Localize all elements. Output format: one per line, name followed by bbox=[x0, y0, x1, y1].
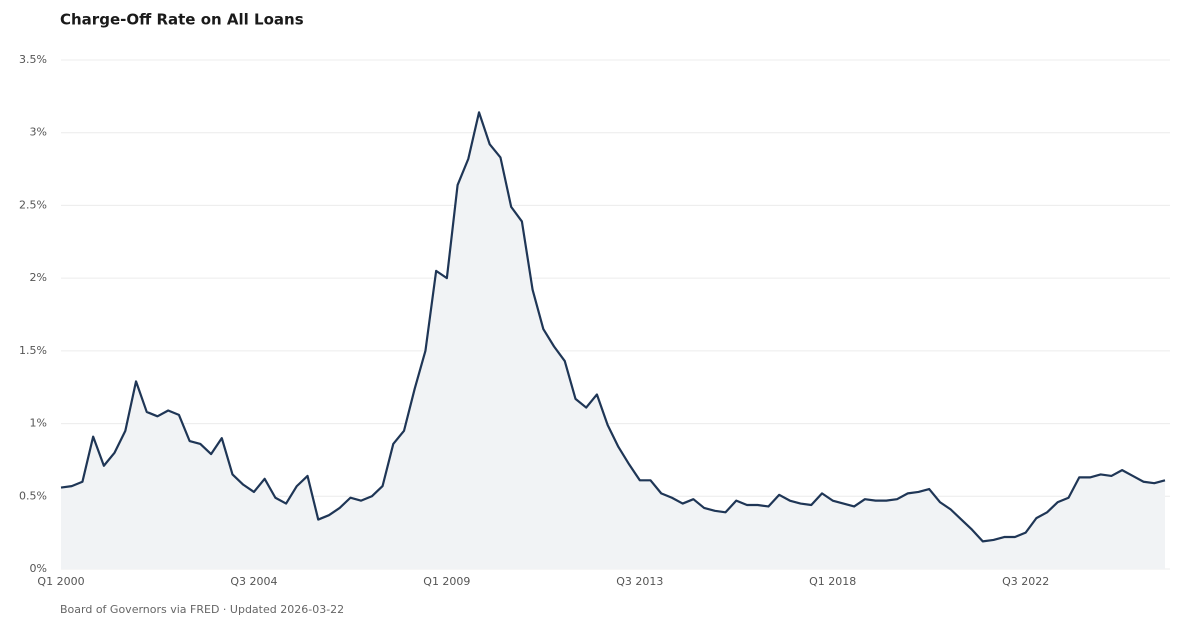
y-tick-label: 0% bbox=[30, 562, 47, 575]
y-tick-label: 1.5% bbox=[19, 344, 47, 357]
y-tick-label: 1% bbox=[30, 417, 47, 430]
y-tick-label: 2.5% bbox=[19, 198, 47, 211]
x-tick-label: Q3 2022 bbox=[1002, 575, 1049, 588]
x-tick-label: Q1 2000 bbox=[37, 575, 84, 588]
y-tick-label: 3% bbox=[30, 126, 47, 139]
y-tick-label: 2% bbox=[30, 271, 47, 284]
x-tick-label: Q1 2018 bbox=[809, 575, 856, 588]
source-note: Board of Governors via FRED · Updated 20… bbox=[60, 603, 344, 616]
x-tick-label: Q3 2004 bbox=[230, 575, 277, 588]
x-tick-label: Q1 2009 bbox=[423, 575, 470, 588]
x-tick-label: Q3 2013 bbox=[616, 575, 663, 588]
area-fill bbox=[61, 112, 1165, 569]
chart-title: Charge-Off Rate on All Loans bbox=[60, 11, 304, 29]
y-tick-label: 3.5% bbox=[19, 53, 47, 66]
line bbox=[60, 111, 1166, 543]
y-tick-label: 0.5% bbox=[19, 489, 47, 502]
